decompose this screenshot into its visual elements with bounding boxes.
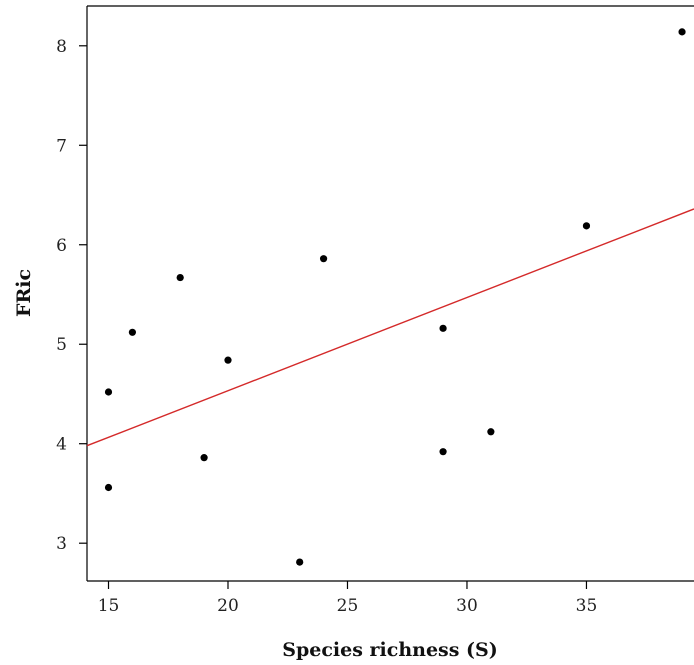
x-ticks: 15 20 25 30 35	[98, 581, 598, 616]
data-point	[487, 428, 495, 436]
data-point	[200, 454, 208, 462]
y-ticks: 3 4 5 6 7 8	[56, 37, 87, 554]
data-point	[678, 28, 686, 36]
x-tick-label: 15	[98, 596, 120, 616]
data-point	[104, 388, 113, 396]
y-tick-label: 3	[56, 534, 67, 554]
data-point	[319, 255, 328, 263]
regression-line-group	[86, 208, 694, 447]
regression-line	[86, 208, 694, 447]
x-axis-title: Species richness (S)	[282, 639, 498, 661]
data-point	[582, 222, 591, 230]
y-tick-label: 5	[56, 335, 67, 355]
plot-area	[86, 5, 694, 582]
data-point	[296, 558, 304, 566]
y-tick-label: 4	[56, 435, 67, 455]
data-point	[128, 328, 137, 336]
y-tick-label: 7	[56, 136, 67, 156]
data-point	[104, 483, 113, 492]
data-point	[439, 448, 447, 456]
data-point	[176, 273, 184, 282]
x-tick-label: 25	[337, 596, 359, 616]
data-point	[224, 356, 232, 364]
data-point	[439, 324, 447, 332]
y-tick-label: 8	[56, 37, 67, 57]
y-axis-title: FRic	[13, 269, 35, 317]
x-tick-label: 20	[217, 596, 239, 616]
x-tick-label: 30	[456, 596, 478, 616]
y-tick-label: 6	[56, 236, 67, 256]
data-points	[104, 28, 686, 566]
x-tick-label: 35	[576, 596, 598, 616]
